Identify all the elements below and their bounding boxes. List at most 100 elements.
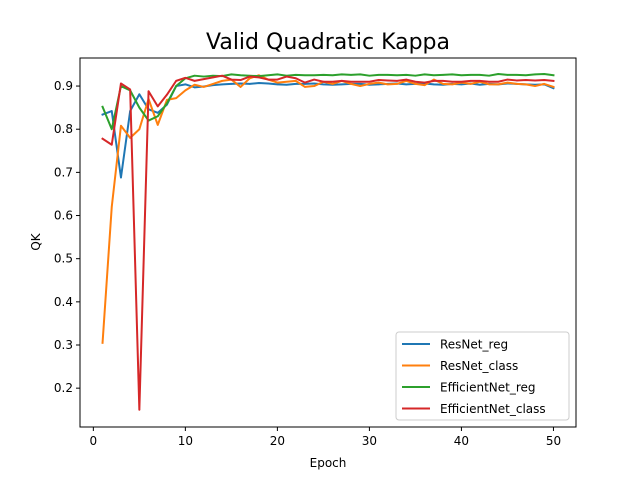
- data-point-efficientnet-reg: [350, 74, 352, 76]
- data-point-efficientnet-reg: [423, 73, 426, 76]
- data-point-efficientnet-class: [414, 80, 417, 83]
- data-point-efficientnet-reg: [175, 85, 177, 87]
- data-point-efficientnet-class: [331, 80, 334, 83]
- data-point-efficientnet-reg: [534, 73, 536, 76]
- data-point-efficientnet-reg: [166, 102, 168, 105]
- data-point-resnet-class: [175, 97, 177, 99]
- data-point-resnet-reg: [433, 83, 435, 86]
- data-point-resnet-class: [221, 80, 223, 82]
- y-axis-label: QK: [29, 232, 43, 250]
- data-point-efficientnet-class: [221, 74, 223, 77]
- data-point-resnet-reg: [276, 83, 279, 86]
- data-point-efficientnet-class: [460, 80, 463, 83]
- data-point-efficientnet-class: [212, 76, 214, 79]
- data-point-efficientnet-class: [156, 105, 159, 108]
- data-point-efficientnet-class: [110, 143, 113, 146]
- data-point-efficientnet-reg: [313, 74, 316, 77]
- data-point-efficientnet-class: [313, 78, 316, 81]
- data-point-efficientnet-class: [193, 80, 196, 82]
- series-line-efficientnet-class: [101, 74, 555, 411]
- data-point-resnet-class: [543, 83, 546, 85]
- data-point-efficientnet-reg: [101, 105, 104, 108]
- data-point-efficientnet-class: [497, 80, 500, 83]
- data-point-resnet-class: [101, 342, 104, 344]
- data-point-efficientnet-reg: [405, 74, 408, 76]
- data-point-resnet-class: [120, 124, 122, 127]
- y-tick-label: 0.4: [54, 295, 73, 309]
- data-point-resnet-class: [276, 81, 279, 84]
- data-point-efficientnet-reg: [156, 115, 159, 118]
- legend: ResNet_reg ResNet_class EfficientNet_reg Ef…: [395, 331, 570, 421]
- data-point-resnet-reg: [120, 176, 122, 179]
- data-point-efficientnet-reg: [525, 74, 527, 77]
- data-point-efficientnet-class: [239, 79, 242, 81]
- data-point-efficientnet-reg: [267, 74, 269, 77]
- data-point-resnet-class: [193, 83, 196, 86]
- data-point-resnet-reg: [294, 83, 297, 85]
- data-point-efficientnet-class: [442, 80, 444, 82]
- data-point-efficientnet-reg: [239, 74, 242, 77]
- data-point-efficientnet-class: [479, 80, 481, 82]
- data-point-efficientnet-reg: [488, 74, 490, 77]
- data-point-resnet-class: [552, 86, 555, 88]
- data-point-efficientnet-reg: [460, 74, 463, 77]
- x-tick-label: 30: [362, 434, 377, 448]
- data-point-efficientnet-reg: [506, 74, 509, 76]
- data-point-resnet-class: [331, 83, 334, 85]
- data-point-efficientnet-reg: [479, 74, 481, 76]
- data-point-efficientnet-class: [469, 80, 472, 82]
- x-axis-label: Epoch: [310, 456, 347, 470]
- data-point-resnet-class: [313, 85, 316, 87]
- data-point-efficientnet-reg: [368, 74, 371, 77]
- data-point-efficientnet-reg: [433, 74, 435, 77]
- data-point-efficientnet-class: [285, 75, 288, 78]
- data-point-efficientnet-reg: [294, 74, 297, 76]
- data-point-resnet-reg: [341, 83, 343, 86]
- data-point-efficientnet-class: [276, 78, 279, 81]
- data-point-efficientnet-reg: [304, 74, 306, 77]
- data-point-efficientnet-class: [166, 93, 168, 96]
- data-point-resnet-class: [156, 124, 159, 126]
- data-point-resnet-reg: [230, 83, 233, 85]
- y-tick-label: 0.9: [54, 79, 73, 93]
- data-point-resnet-class: [377, 81, 380, 84]
- axes-frame: [79, 57, 577, 428]
- data-point-efficientnet-reg: [212, 74, 214, 77]
- data-point-efficientnet-reg: [414, 74, 417, 77]
- data-point-resnet-reg: [405, 83, 408, 86]
- data-point-efficientnet-class: [488, 80, 490, 83]
- data-point-resnet-reg: [377, 83, 380, 86]
- data-point-efficientnet-class: [525, 79, 527, 81]
- data-point-efficientnet-reg: [497, 73, 500, 75]
- data-point-resnet-reg: [359, 83, 362, 85]
- data-point-efficientnet-class: [515, 79, 518, 82]
- data-point-efficientnet-reg: [442, 74, 444, 76]
- data-point-efficientnet-reg: [515, 74, 518, 76]
- legend-label-efficientnet-class: EfficientNet_class: [440, 402, 546, 416]
- data-point-resnet-reg: [101, 113, 104, 116]
- data-point-efficientnet-class: [267, 78, 269, 81]
- y-tick-label: 0.3: [54, 338, 73, 352]
- data-point-resnet-class: [294, 80, 297, 82]
- y-tick-label: 0.5: [54, 252, 73, 266]
- data-point-efficientnet-class: [543, 79, 546, 81]
- data-point-efficientnet-reg: [451, 73, 454, 76]
- x-tick-label: 40: [454, 434, 469, 448]
- x-tick-label: 10: [178, 434, 193, 448]
- data-point-resnet-class: [396, 83, 398, 85]
- data-point-efficientnet-class: [101, 137, 104, 140]
- data-point-efficientnet-class: [202, 78, 205, 80]
- data-point-efficientnet-reg: [202, 75, 205, 78]
- data-point-efficientnet-reg: [110, 128, 113, 131]
- data-point-efficientnet-reg: [331, 74, 334, 77]
- data-point-resnet-class: [525, 83, 527, 86]
- series-line-efficientnet-reg: [101, 72, 555, 131]
- data-point-resnet-reg: [479, 83, 481, 86]
- y-tick-label: 0.2: [54, 381, 73, 395]
- data-point-efficientnet-reg: [387, 74, 389, 76]
- data-point-efficientnet-reg: [377, 74, 380, 76]
- data-point-resnet-class: [423, 84, 426, 86]
- data-point-efficientnet-class: [506, 78, 509, 81]
- legend-label-resnet-reg: ResNet_reg: [440, 338, 508, 352]
- data-point-efficientnet-class: [341, 80, 343, 82]
